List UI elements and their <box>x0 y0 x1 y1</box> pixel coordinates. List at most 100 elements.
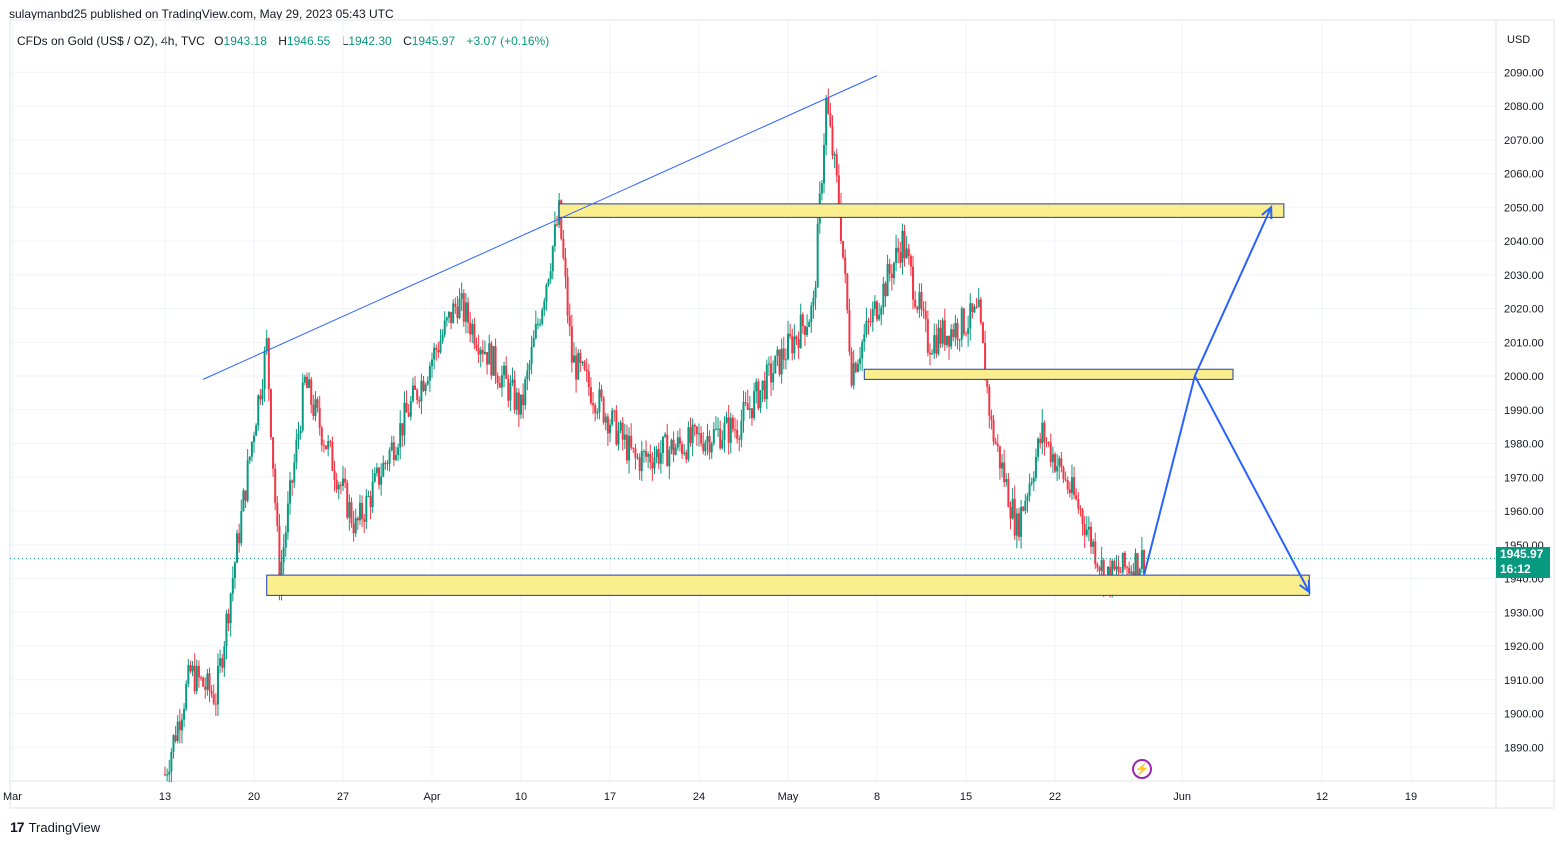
close-value: 1945.97 <box>411 34 456 48</box>
candle-body <box>269 389 272 438</box>
candle-body <box>255 425 258 436</box>
candle-body <box>695 426 698 435</box>
symbol-name[interactable]: CFDs on Gold (US$ / OZ), 4h, TVC <box>17 34 205 48</box>
candle-body <box>202 677 205 687</box>
candle-body <box>918 292 921 310</box>
candle-body <box>204 686 207 690</box>
candle-body <box>668 450 671 467</box>
candle-body <box>609 424 611 434</box>
candle-body <box>246 460 249 501</box>
candle-body <box>250 442 253 457</box>
candle-body <box>1073 477 1076 496</box>
candle-body <box>1102 560 1105 589</box>
publisher-line: sulaymanbd25 published on TradingView.co… <box>9 7 394 21</box>
candle-body <box>954 322 957 338</box>
candle-body <box>437 350 440 353</box>
candle-body <box>619 422 622 431</box>
candle-body <box>969 303 972 329</box>
candle-body <box>380 476 383 485</box>
candle-body <box>488 343 491 365</box>
candle-body <box>763 380 766 400</box>
candle-body <box>1045 442 1048 444</box>
candle-body <box>753 391 756 419</box>
candle-body <box>547 279 550 285</box>
candle-body <box>348 502 351 518</box>
candle-body <box>1115 566 1118 570</box>
candle-body <box>572 355 575 363</box>
candle-body <box>284 532 287 548</box>
candle-body <box>356 518 359 521</box>
candle-body <box>685 452 688 460</box>
candle-body <box>723 422 726 440</box>
candle-body <box>833 154 836 156</box>
candle-body <box>950 329 953 347</box>
candle-body <box>867 320 870 322</box>
x-tick-label: 17 <box>604 791 616 803</box>
candle-body <box>443 320 446 335</box>
candle-body <box>814 287 817 299</box>
candle-body <box>674 447 677 455</box>
candle-body <box>373 473 376 482</box>
candle-body <box>1013 498 1016 536</box>
candle-body <box>365 496 368 522</box>
candle-body <box>191 665 194 672</box>
candle-body <box>770 363 773 383</box>
candle-body <box>850 351 853 386</box>
candle-body <box>638 457 641 472</box>
candle-body <box>180 719 183 731</box>
candle-body <box>784 359 787 361</box>
candle-body <box>628 435 631 461</box>
candle-body <box>765 364 768 400</box>
candle-body <box>1075 495 1078 500</box>
candle-body <box>1026 496 1029 501</box>
candle-body <box>541 309 544 324</box>
candle-body <box>598 389 601 413</box>
candle-body <box>467 302 470 323</box>
candle-body <box>564 257 567 277</box>
candle-body <box>859 358 862 364</box>
candle-body <box>621 422 624 440</box>
candle-body <box>984 342 987 381</box>
candle-body <box>560 200 563 239</box>
candle-body <box>445 317 448 321</box>
candle-body <box>390 442 393 451</box>
candle-body <box>748 408 751 410</box>
candle-body <box>1041 422 1044 444</box>
candle-body <box>329 441 332 443</box>
y-tick-label: 2040.00 <box>1504 236 1544 248</box>
candle-body <box>933 335 936 354</box>
candle-body <box>1136 553 1139 577</box>
candle-body <box>731 417 734 430</box>
candle-body <box>200 677 203 679</box>
candle-body <box>335 479 338 490</box>
candle-body <box>979 299 982 323</box>
candle-body <box>977 299 980 308</box>
candle-body <box>388 450 391 464</box>
candle-body <box>193 665 196 692</box>
candle-body <box>505 365 508 379</box>
flash-icon[interactable]: ⚡ <box>1132 759 1152 779</box>
x-tick-label: Mar <box>3 791 22 803</box>
candle-body <box>899 252 902 263</box>
candle-body <box>244 490 247 501</box>
candle-body <box>871 309 874 323</box>
open-value: 1943.18 <box>223 34 267 48</box>
candle-body <box>869 321 872 323</box>
candle-body <box>812 298 815 306</box>
tradingview-logo[interactable]: 17 TradingView <box>10 819 100 835</box>
candle-body <box>267 338 270 390</box>
candle-body <box>1117 566 1120 573</box>
candle-body <box>503 365 506 376</box>
candle-body <box>996 443 999 447</box>
change-value: +3.07 (+0.16%) <box>466 34 550 48</box>
current-price: 1945.97 <box>1500 547 1544 561</box>
candle-body <box>164 774 166 776</box>
candle-body <box>1106 566 1109 576</box>
candle-body <box>486 352 489 365</box>
candle-body <box>606 416 609 434</box>
candle-body <box>492 346 495 376</box>
candle-body <box>922 308 925 312</box>
candle-body <box>632 447 635 449</box>
candle-body <box>901 230 904 263</box>
